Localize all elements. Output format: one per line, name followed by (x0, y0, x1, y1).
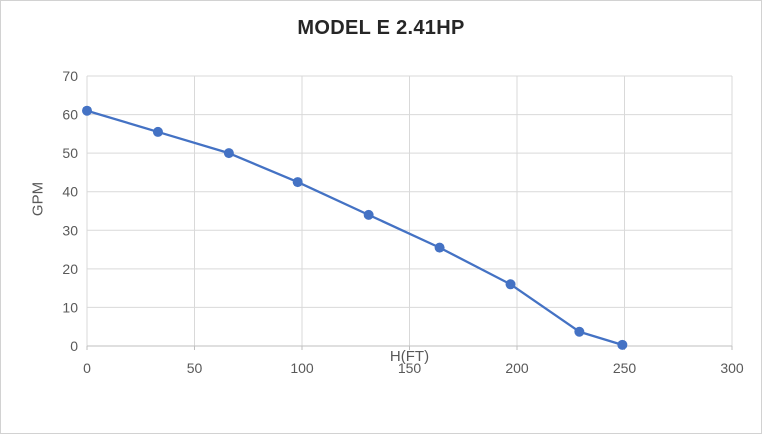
y-axis-label: GPM (29, 181, 47, 217)
y-tick-label: 30 (62, 222, 78, 238)
y-tick-label: 20 (62, 261, 78, 277)
data-point-marker (152, 126, 163, 137)
x-tick-label: 200 (505, 360, 529, 376)
data-point-marker (434, 242, 445, 253)
y-tick-label: 50 (62, 145, 78, 161)
x-tick-label: 100 (290, 360, 314, 376)
data-point-marker (82, 105, 92, 116)
x-tick-label: 50 (187, 360, 203, 376)
chart-title: MODEL E 2.41HP (297, 17, 465, 39)
x-tick-label: 0 (83, 360, 91, 376)
x-tick-label: 150 (398, 360, 422, 376)
x-tick-label: 250 (613, 360, 637, 376)
data-point-marker (574, 326, 585, 337)
y-tick-label: 70 (62, 68, 78, 84)
data-point-marker (617, 339, 628, 350)
y-tick-label: 0 (70, 338, 78, 354)
data-point-marker (505, 279, 516, 290)
data-point-marker (223, 148, 234, 159)
y-tick-label: 10 (62, 299, 78, 315)
data-line (85, 109, 624, 346)
x-tick-label: 300 (720, 360, 744, 376)
y-tick-label: 40 (62, 184, 78, 200)
data-point-marker (363, 209, 374, 220)
y-tick-label: 60 (62, 107, 78, 123)
x-axis-label: H(FT) (389, 348, 430, 365)
data-point-marker (292, 177, 303, 188)
